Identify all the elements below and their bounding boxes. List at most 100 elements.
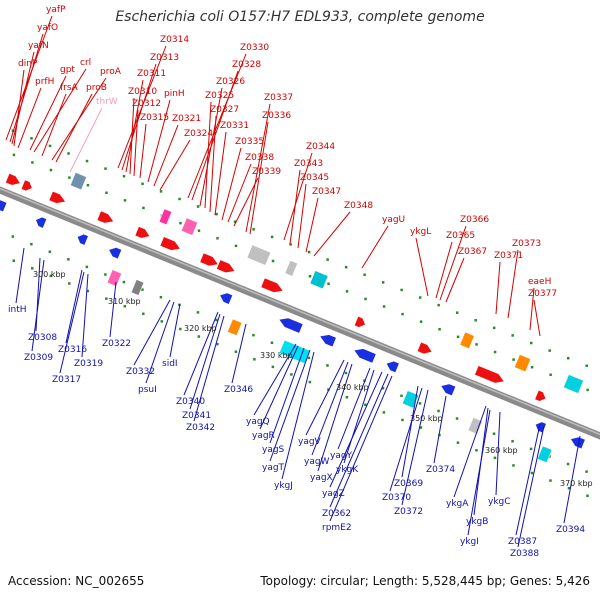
forward-gene-label: Z0344 [306, 142, 335, 152]
forward-gene-label: Z0312 [132, 99, 161, 109]
forward-leader-line [139, 123, 147, 179]
forward-leader-line [129, 97, 135, 175]
reverse-gene-label: Z0369 [394, 479, 423, 489]
track-tick [216, 342, 219, 346]
reverse-leader-line [59, 271, 85, 374]
forward-gene-label: dinP [18, 59, 38, 69]
forward-leader-line [435, 241, 453, 299]
track-tick [401, 312, 404, 316]
track-tick [492, 432, 496, 435]
forward-gene-label: Z0324 [184, 129, 213, 139]
track-tick [326, 258, 329, 261]
forward-gene-arrow [20, 179, 33, 192]
reverse-gene-label: Z0319 [74, 359, 103, 369]
track-tick [438, 328, 441, 331]
gene-feature-box [514, 353, 532, 373]
track-tick [30, 137, 33, 140]
track-tick [567, 486, 571, 490]
backbone-layer [0, 186, 600, 440]
reverse-gene-label: yagV [298, 437, 322, 447]
track-tick [48, 250, 52, 253]
reverse-gene-label: ykgK [336, 465, 359, 475]
gene-feature-box [227, 318, 243, 337]
track-tick [585, 364, 588, 368]
reverse-gene-label: ykgI [460, 537, 479, 547]
scale-label: 330 kbp [260, 351, 293, 360]
forward-leader-line [445, 257, 465, 303]
track-tick [493, 456, 497, 460]
track-tick [511, 334, 514, 337]
track-tick [419, 320, 423, 323]
forward-gene-label: yafP [46, 5, 66, 15]
track-tick [549, 479, 552, 482]
reverse-leader-line [259, 345, 299, 430]
reverse-leader-line [329, 371, 383, 488]
forward-gene-label: Z0315 [140, 113, 169, 123]
forward-gene-label: Z0313 [150, 53, 179, 63]
track-tick [122, 174, 126, 178]
forward-gene-label: proB [86, 83, 107, 93]
track-tick [418, 296, 422, 299]
gene-feature-box [309, 270, 329, 290]
track-tick [270, 341, 274, 344]
forward-leader-line [9, 33, 44, 143]
forward-gene-label: Z0377 [528, 289, 557, 299]
gene-feature-box [106, 269, 123, 287]
forward-gene-label: Z0328 [232, 60, 261, 70]
forward-gene-label: ykgL [410, 227, 431, 237]
reverse-gene-label: Z0317 [52, 375, 81, 385]
reverse-leader-line [329, 373, 389, 508]
forward-gene-label: Z0345 [300, 173, 329, 183]
forward-gene-label: crl [80, 58, 91, 68]
forward-gene-label: Z0371 [494, 251, 523, 261]
forward-leader-line [41, 93, 67, 157]
track-tick [512, 358, 515, 361]
reverse-gene-label: Z0394 [556, 525, 585, 535]
scale-label: 340 kbp [336, 383, 369, 392]
track-tick [86, 289, 90, 293]
reverse-gene-label: psuI [138, 385, 157, 395]
reverse-gene-arrow [440, 383, 457, 397]
reverse-leader-line [31, 259, 45, 352]
forward-gene-label: Z0330 [240, 43, 269, 53]
forward-leader-line [17, 87, 42, 149]
forward-gene-label: Z0348 [344, 201, 373, 211]
forward-leader-line [361, 225, 389, 269]
reverse-gene-label: sidI [162, 359, 178, 369]
reverse-leader-line [15, 247, 25, 304]
accession-text: Accession: NC_002655 [8, 574, 145, 588]
track-tick [49, 274, 53, 278]
forward-gene-label: Z0314 [160, 35, 189, 45]
reverse-leader-line [305, 359, 345, 436]
forward-gene-label: Z0335 [235, 137, 264, 147]
forward-gene-arrow [199, 252, 219, 267]
forward-leader-line [415, 237, 429, 297]
reverse-gene-label: Z0388 [510, 549, 539, 559]
scale-label: 310 kbp [108, 297, 141, 306]
reverse-gene-label: Z0341 [182, 411, 211, 421]
track-tick [252, 333, 255, 337]
track-tick [493, 350, 497, 354]
forward-gene-label: yagU [382, 215, 405, 225]
forward-gene-arrow [534, 389, 547, 402]
track-tick [49, 168, 53, 172]
track-tick [530, 365, 534, 369]
track-tick [216, 237, 219, 240]
track-tick [345, 395, 349, 399]
track-tick [142, 206, 145, 210]
reverse-leader-line [495, 411, 501, 496]
forward-leader-line [11, 51, 35, 145]
forward-leader-line [233, 177, 259, 227]
track-tick [511, 440, 514, 443]
forward-gene-label: Z0327 [210, 105, 239, 115]
track-tick [308, 380, 312, 384]
forward-gene-label: prfH [35, 77, 54, 87]
reverse-gene-label: Z0346 [224, 385, 253, 395]
reverse-gene-label: ykgJ [274, 481, 293, 491]
gene-feature-box [459, 331, 475, 350]
track-tick [475, 343, 478, 346]
forward-gene-arrow [48, 190, 67, 204]
reverse-leader-line [183, 311, 219, 396]
